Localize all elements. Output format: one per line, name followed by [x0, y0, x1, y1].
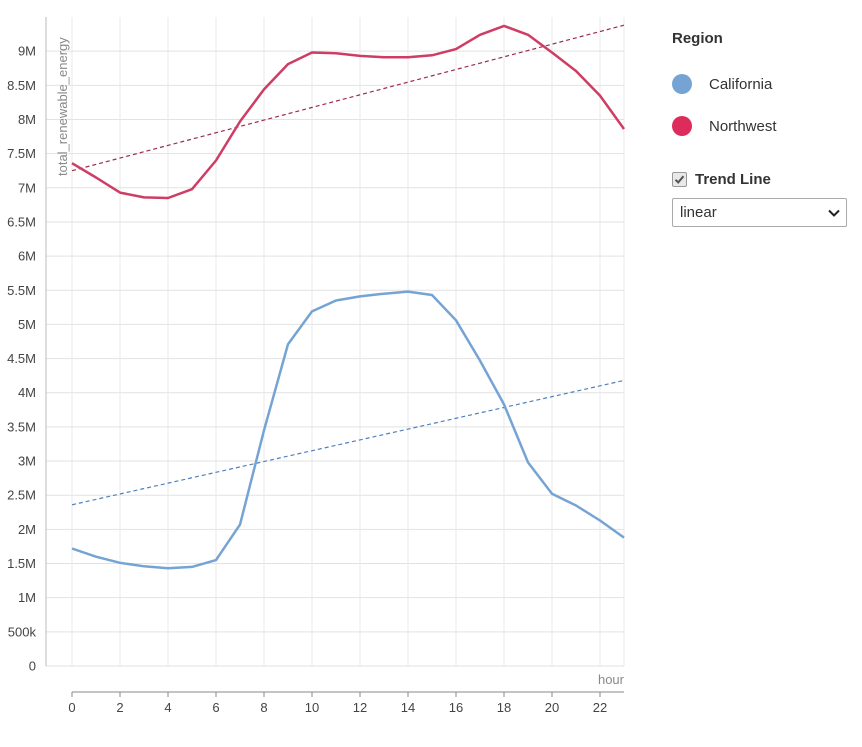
y-tick-label: 8M	[18, 112, 36, 127]
y-tick-label: 4M	[18, 385, 36, 400]
y-tick-label: 5M	[18, 317, 36, 332]
series-line-northwest[interactable]	[71, 24, 626, 200]
legend-item-california[interactable]: California	[672, 63, 852, 105]
legend-label-northwest: Northwest	[709, 117, 777, 135]
trend-line-california	[71, 379, 625, 506]
x-tick-label: 22	[593, 700, 607, 715]
y-tick-label: 5.5M	[7, 283, 36, 298]
trend-line-label: Trend Line	[695, 171, 771, 188]
x-tick-label: 16	[449, 700, 463, 715]
x-tick-label: 2	[116, 700, 123, 715]
legend-item-northwest[interactable]: Northwest	[672, 105, 852, 147]
y-tick-label: 6.5M	[7, 214, 36, 229]
trend-line-northwest	[71, 24, 625, 172]
legend-label-california: California	[709, 75, 773, 93]
series-line-california[interactable]	[71, 290, 625, 570]
x-tick-label: 18	[497, 700, 511, 715]
y-tick-label: 0	[29, 659, 36, 674]
checkmark-icon	[674, 175, 685, 184]
axes: 0 500k 1M 1.5M 2M 2.5M 3M 3.5M 4M 4.5M 5M 5.5M 6M 6.5…	[7, 17, 624, 715]
trend-line-checkbox[interactable]	[672, 172, 687, 187]
y-axis-title: total_renewable_energy	[55, 37, 70, 176]
y-tick-label: 2M	[18, 522, 36, 537]
y-tick-label: 2.5M	[7, 488, 36, 503]
y-tick-label: 3M	[18, 454, 36, 469]
x-tick-label: 20	[545, 700, 559, 715]
chart-area: 0 500k 1M 1.5M 2M 2.5M 3M 3.5M 4M 4.5M 5M 5.5M 6M 6.5…	[7, 17, 626, 715]
trend-type-select[interactable]: linear	[672, 198, 847, 227]
trend-line-toggle[interactable]: Trend Line	[672, 171, 852, 188]
x-tick-label: 0	[68, 700, 75, 715]
side-panel: Region California Northwest Trend Line l…	[672, 30, 852, 227]
y-tick-label: 500k	[8, 624, 37, 639]
x-tick-label: 6	[212, 700, 219, 715]
y-tick-label: 3.5M	[7, 419, 36, 434]
x-tick-label: 10	[305, 700, 319, 715]
series-lines	[71, 24, 626, 570]
legend-title: Region	[672, 30, 723, 47]
y-tick-label: 8.5M	[7, 78, 36, 93]
y-tick-label: 7M	[18, 180, 36, 195]
trend-type-value: linear	[680, 204, 717, 221]
x-tick-label: 12	[353, 700, 367, 715]
y-tick-label: 7.5M	[7, 146, 36, 161]
x-tick-label: 14	[401, 700, 415, 715]
line-chart: 0 500k 1M 1.5M 2M 2.5M 3M 3.5M 4M 4.5M 5M 5.5M 6M 6.5…	[7, 17, 626, 715]
trend-lines	[71, 24, 625, 506]
y-tick-label: 6M	[18, 249, 36, 264]
x-tick-label: 4	[164, 700, 171, 715]
y-tick-label: 1M	[18, 590, 36, 605]
x-axis-title: hour	[598, 672, 625, 687]
y-tick-label: 9M	[18, 44, 36, 59]
grid	[46, 17, 625, 667]
legend-marker-northwest	[672, 116, 692, 136]
y-tick-label: 1.5M	[7, 556, 36, 571]
chevron-down-icon	[828, 209, 840, 217]
legend-marker-california	[672, 74, 692, 94]
x-tick-label: 8	[260, 700, 267, 715]
y-tick-label: 4.5M	[7, 351, 36, 366]
